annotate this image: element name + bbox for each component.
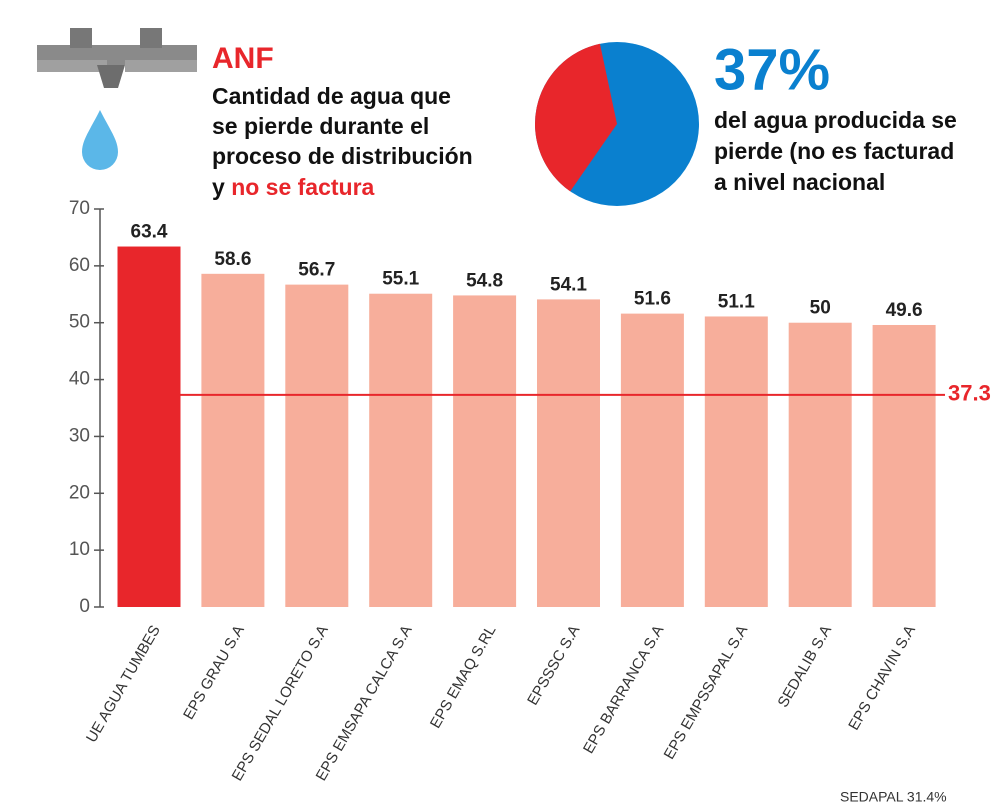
bar [788,322,852,607]
x-tick-label: EPSSSC S.A [524,622,583,708]
value-label: 55.1 [382,269,419,290]
bar [453,295,517,607]
pie-slice [535,43,617,192]
y-tick-label: 0 [79,596,90,617]
pie-value-label: 37% [714,37,830,102]
y-tick-label: 10 [69,539,90,560]
value-label: 56.7 [298,260,335,281]
pie-text: pierde (no es facturad [714,138,954,164]
bar [704,316,768,607]
description: Cantidad de agua que [212,83,451,109]
title: ANF [212,42,274,75]
y-tick-label: 20 [69,482,90,503]
x-tick-label: EPS BARRANCA S.A [580,622,667,756]
value-label: 50 [810,298,831,319]
value-label: 63.4 [131,222,168,243]
description: proceso de distribución [212,143,473,169]
y-tick-label: 30 [69,425,90,446]
bar [117,246,181,608]
x-tick-label: EPS EMSAPA CALCA S.A [313,622,416,783]
x-tick-label: SEDALIB S.A [775,622,836,710]
x-tick-label: EPS EMPSSAPAL S.A [661,622,752,762]
bar [620,313,684,607]
description: y no se factura [212,174,375,200]
y-tick-label: 70 [69,198,90,219]
value-label: 49.6 [886,300,923,321]
value-label: 51.6 [634,289,671,310]
x-tick-label: UE AGUA TUMBES [83,622,164,745]
bar [537,299,600,607]
highlight: no se factura [231,174,374,200]
bar [285,284,349,607]
y-tick-label: 60 [69,255,90,276]
pie-text: del agua producida se [714,107,957,133]
faucet-icon [37,28,197,170]
x-tick-label: EPS CHAVIN S.A [845,622,919,733]
value-label: 58.6 [214,249,251,270]
description: y [212,174,225,200]
y-tick-label: 50 [69,312,90,333]
bar [369,293,433,607]
y-tick-label: 40 [69,369,90,390]
note: SEDAPAL 31.4% [840,789,947,805]
value-label: 54.1 [550,274,587,295]
description: se pierde durante el [212,113,429,139]
pie-text: a nivel nacional [714,169,885,195]
x-tick-label: EPS EMAQ S.RL [427,622,500,731]
value-label: 51.1 [718,291,755,312]
x-tick-label: EPS SEDAL LORETO S.A [229,622,332,784]
value-label: 54.8 [466,270,503,291]
bar [201,273,265,607]
reference-label: 37.3 [948,381,991,406]
bar [872,324,936,607]
x-tick-label: EPS GRAU S.A [180,622,248,722]
